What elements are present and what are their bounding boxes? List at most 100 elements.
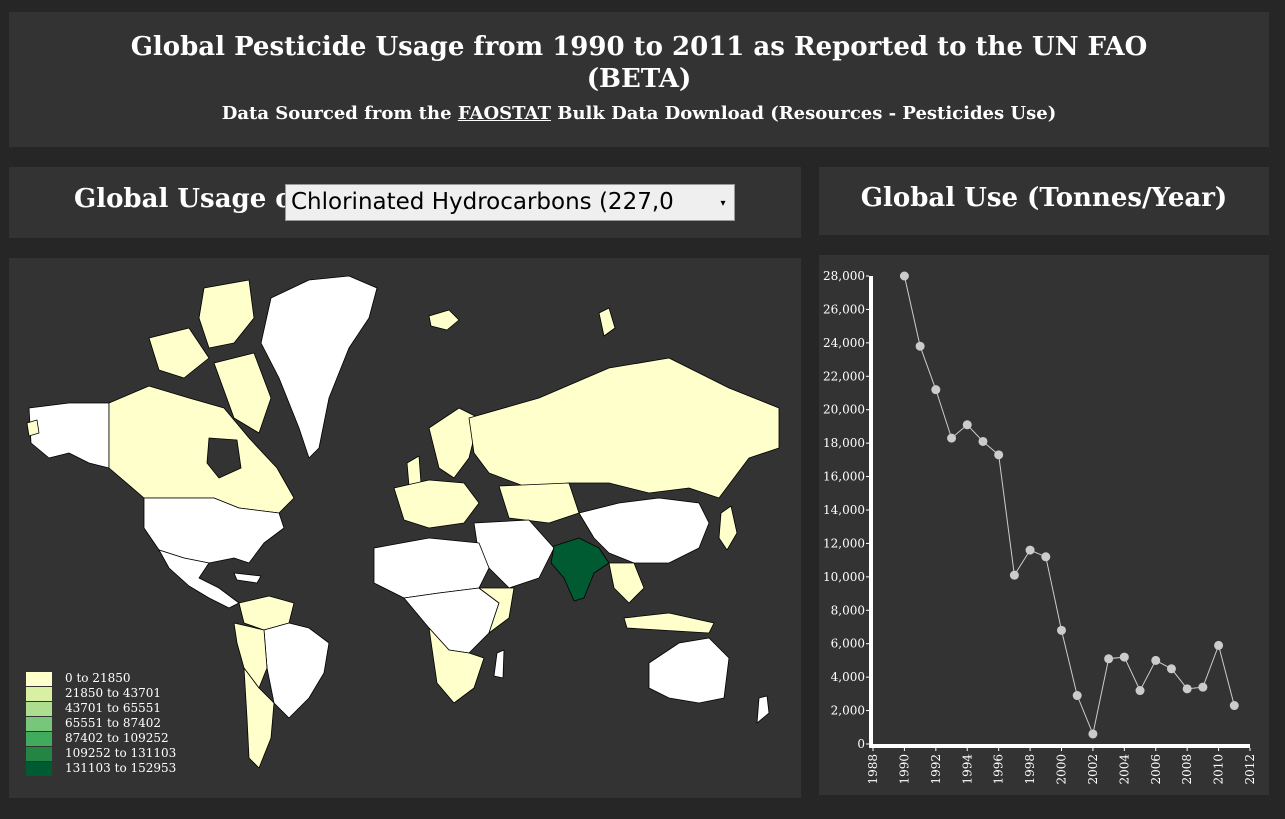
subtitle-suffix: Bulk Data Download (Resources - Pesticid… (557, 103, 1057, 124)
data-point (994, 450, 1004, 460)
africa-central[interactable] (403, 587, 500, 654)
x-tick-label: 2008 (1180, 754, 1194, 785)
faostat-link[interactable]: FAOSTAT (457, 103, 551, 124)
x-tick-label: 2006 (1149, 754, 1163, 785)
data-point (899, 271, 909, 281)
scandinavia[interactable] (428, 407, 480, 479)
canadian-arctic-islands[interactable] (198, 279, 255, 349)
data-point (1151, 655, 1161, 665)
data-point (1119, 652, 1129, 662)
legend-label: 0 to 21850 (65, 671, 131, 685)
y-tick-label: 10,000 (823, 570, 865, 584)
uk[interactable] (406, 455, 422, 487)
western-europe[interactable] (393, 479, 480, 529)
x-tick-label: 2000 (1055, 754, 1069, 785)
chart-title-panel: Global Use (Tonnes/Year) (819, 167, 1269, 235)
x-tick-label: 1996 (992, 754, 1006, 785)
x-tick-label: 1998 (1023, 754, 1037, 785)
legend-swatch (26, 762, 52, 776)
legend-swatch (26, 687, 52, 701)
data-point (1104, 654, 1114, 664)
brazil[interactable] (263, 622, 330, 719)
data-point (962, 420, 972, 430)
legend-label: 43701 to 65551 (65, 701, 162, 715)
legend-label: 65551 to 87402 (65, 716, 162, 730)
hudson-bay[interactable] (206, 437, 242, 479)
y-tick-label: 14,000 (823, 503, 865, 517)
east-africa[interactable] (478, 587, 515, 634)
australia[interactable] (648, 637, 730, 704)
data-point (931, 385, 941, 395)
x-tick-label: 2004 (1117, 754, 1131, 785)
data-point (1214, 640, 1224, 650)
y-tick-label: 22,000 (823, 369, 865, 383)
southeast-asia[interactable] (608, 562, 645, 604)
india[interactable] (550, 537, 610, 602)
data-point (1072, 691, 1082, 701)
chart-title: Global Use (Tonnes/Year) (860, 183, 1228, 213)
pesticide-select-value: Chlorinated Hydrocarbons (227,0 (291, 189, 674, 215)
y-tick-label: 20,000 (823, 403, 865, 417)
data-point (1229, 701, 1239, 711)
southern-africa[interactable] (428, 627, 485, 704)
y-tick-label: 16,000 (823, 470, 865, 484)
baffin-island[interactable] (213, 352, 272, 434)
data-point (1198, 682, 1208, 692)
aleutians[interactable] (26, 419, 40, 437)
pesticide-select[interactable]: Chlorinated Hydrocarbons (227,0 ▾ (285, 184, 735, 221)
line-chart-panel: 0 2,000 4,000 6,000 8,000 10,000 12,000 14,000 1… (819, 255, 1269, 795)
middle-east[interactable] (473, 519, 555, 589)
legend-swatch (26, 747, 52, 761)
y-tick-label: 6,000 (831, 637, 865, 651)
new-zealand[interactable] (756, 695, 770, 724)
x-tick-label: 2010 (1212, 754, 1226, 785)
x-tick-label: 1988 (866, 754, 880, 785)
y-tick-label: 2,000 (831, 704, 865, 718)
world-map-panel: 0 to 21850 21850 to 43701 43701 to 65551… (9, 258, 801, 798)
canadian-arctic-islands-2[interactable] (148, 327, 210, 379)
legend-label: 21850 to 43701 (65, 686, 162, 700)
iceland[interactable] (428, 309, 460, 331)
legend-label: 109252 to 131103 (65, 746, 177, 760)
data-point (978, 436, 988, 446)
greenland[interactable] (260, 275, 378, 459)
y-tick-label: 12,000 (823, 536, 865, 550)
legend-label: 131103 to 152953 (65, 761, 177, 775)
argentina-chile[interactable] (243, 667, 275, 769)
legend-swatch (26, 672, 52, 686)
indonesia[interactable] (623, 612, 715, 634)
y-tick-label: 8,000 (831, 603, 865, 617)
x-tick-label: 2002 (1086, 754, 1100, 785)
page-title-line2: (BETA) (586, 64, 692, 94)
kazakhstan[interactable] (498, 482, 580, 524)
y-tick-label: 4,000 (831, 670, 865, 684)
madagascar[interactable] (493, 649, 505, 679)
y-tick-label: 26,000 (823, 302, 865, 316)
cuba[interactable] (233, 572, 262, 584)
data-point (1057, 625, 1066, 635)
russia[interactable] (468, 357, 780, 499)
japan[interactable] (718, 505, 738, 551)
data-point (1135, 686, 1145, 696)
legend-swatch (26, 732, 52, 746)
x-tick-label: 2012 (1243, 754, 1257, 785)
svalbard[interactable] (598, 307, 616, 337)
world-map[interactable] (9, 258, 801, 798)
y-tick-label: 28,000 (823, 269, 865, 283)
x-tick-label: 1990 (897, 754, 911, 785)
data-point (1166, 664, 1176, 674)
line-chart: 0 2,000 4,000 6,000 8,000 10,000 12,000 14,000 1… (823, 269, 1257, 785)
legend-label: 87402 to 109252 (65, 731, 169, 745)
legend-swatch (26, 717, 52, 731)
page-title: Global Pesticide Usage from 1990 to 2011… (9, 31, 1269, 95)
alaska[interactable] (28, 402, 110, 469)
data-point (947, 433, 957, 443)
chevron-down-icon: ▾ (712, 185, 734, 220)
header-panel: Global Pesticide Usage from 1990 to 2011… (9, 12, 1269, 147)
global-usage-label: Global Usage of (74, 184, 304, 214)
legend-swatch (26, 702, 52, 716)
china[interactable] (578, 497, 710, 564)
subtitle-prefix: Data Sourced from the (221, 103, 452, 124)
y-tick-label: 24,000 (823, 336, 865, 350)
x-tick-label: 1992 (929, 754, 943, 785)
